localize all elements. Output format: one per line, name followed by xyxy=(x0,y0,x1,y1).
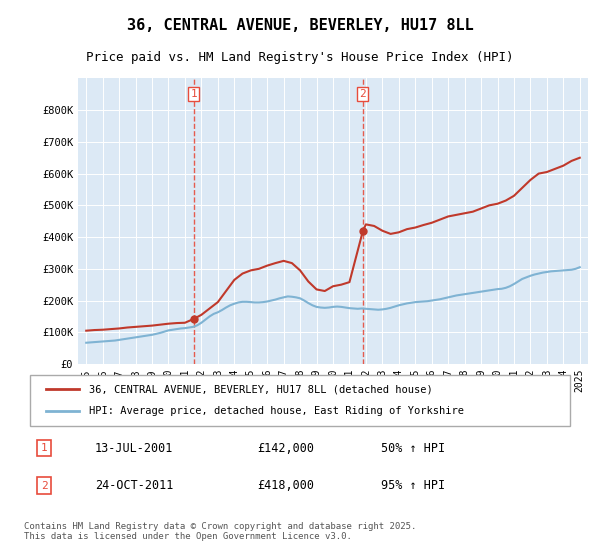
Text: 36, CENTRAL AVENUE, BEVERLEY, HU17 8LL: 36, CENTRAL AVENUE, BEVERLEY, HU17 8LL xyxy=(127,18,473,33)
Text: 13-JUL-2001: 13-JUL-2001 xyxy=(95,441,173,455)
Text: Contains HM Land Registry data © Crown copyright and database right 2025.
This d: Contains HM Land Registry data © Crown c… xyxy=(24,522,416,542)
Text: Price paid vs. HM Land Registry's House Price Index (HPI): Price paid vs. HM Land Registry's House … xyxy=(86,51,514,64)
Text: 1: 1 xyxy=(190,89,197,99)
Text: 2: 2 xyxy=(41,481,47,491)
Text: 1: 1 xyxy=(41,443,47,453)
Text: £142,000: £142,000 xyxy=(257,441,314,455)
Text: HPI: Average price, detached house, East Riding of Yorkshire: HPI: Average price, detached house, East… xyxy=(89,407,464,417)
Text: 24-OCT-2011: 24-OCT-2011 xyxy=(95,479,173,492)
Text: 36, CENTRAL AVENUE, BEVERLEY, HU17 8LL (detached house): 36, CENTRAL AVENUE, BEVERLEY, HU17 8LL (… xyxy=(89,384,433,394)
Text: 2: 2 xyxy=(359,89,366,99)
Text: 95% ↑ HPI: 95% ↑ HPI xyxy=(381,479,445,492)
FancyBboxPatch shape xyxy=(30,375,570,426)
Text: 50% ↑ HPI: 50% ↑ HPI xyxy=(381,441,445,455)
Text: £418,000: £418,000 xyxy=(257,479,314,492)
